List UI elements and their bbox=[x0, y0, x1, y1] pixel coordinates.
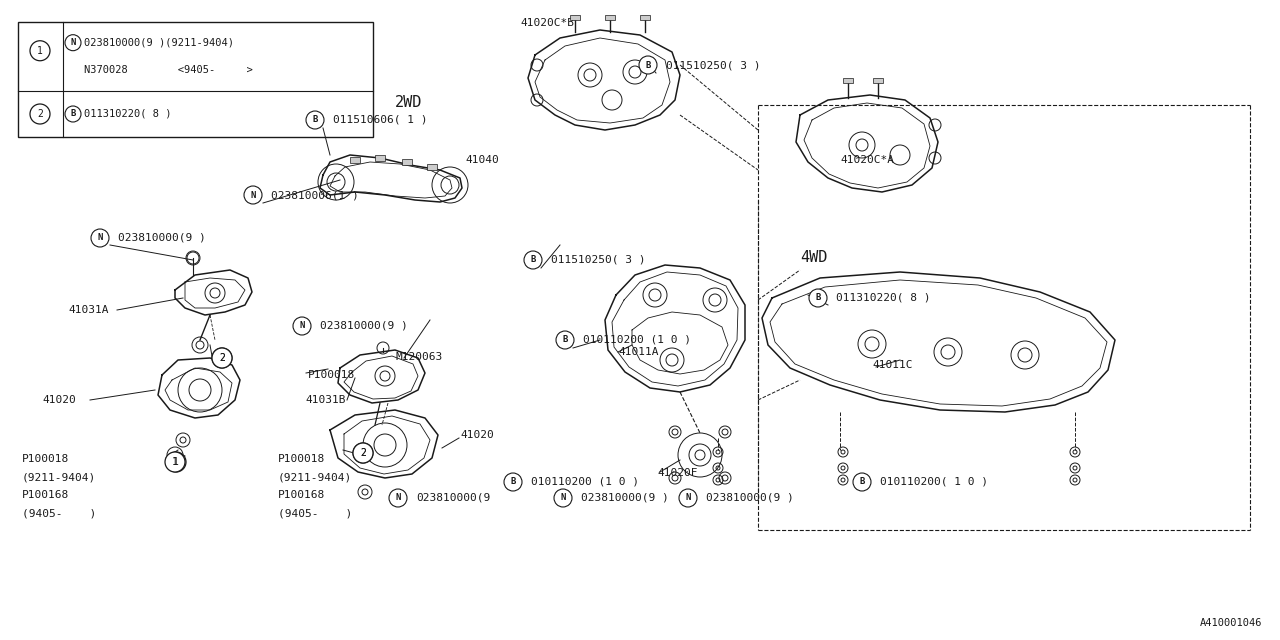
Text: 023810000(9 ): 023810000(9 ) bbox=[707, 493, 794, 503]
Text: 4WD: 4WD bbox=[800, 250, 827, 265]
Text: 2: 2 bbox=[360, 448, 366, 458]
Text: 2: 2 bbox=[219, 353, 225, 363]
Text: N: N bbox=[70, 38, 76, 47]
Text: 1: 1 bbox=[172, 457, 178, 467]
Text: 41020C*B: 41020C*B bbox=[520, 18, 573, 28]
Circle shape bbox=[353, 443, 372, 463]
Text: 011310220( 8 ): 011310220( 8 ) bbox=[84, 109, 172, 119]
Text: 1: 1 bbox=[37, 45, 44, 56]
Text: N: N bbox=[396, 493, 401, 502]
Text: P100168: P100168 bbox=[22, 490, 69, 500]
Text: 023810000(9: 023810000(9 bbox=[416, 493, 490, 503]
Text: 2: 2 bbox=[37, 109, 44, 119]
Text: P100018: P100018 bbox=[22, 454, 69, 464]
Circle shape bbox=[65, 106, 81, 122]
Circle shape bbox=[166, 452, 186, 472]
Text: 023810006(1 ): 023810006(1 ) bbox=[271, 190, 358, 200]
Circle shape bbox=[554, 489, 572, 507]
Text: 023810000(9 ): 023810000(9 ) bbox=[581, 493, 668, 503]
Circle shape bbox=[212, 348, 232, 368]
Text: 41020C*A: 41020C*A bbox=[840, 155, 893, 165]
Circle shape bbox=[556, 331, 573, 349]
Text: 011510606( 1 ): 011510606( 1 ) bbox=[333, 115, 428, 125]
Text: P100018: P100018 bbox=[278, 454, 325, 464]
Bar bbox=[844, 78, 852, 83]
Text: N: N bbox=[251, 191, 256, 200]
Text: A410001046: A410001046 bbox=[1199, 618, 1262, 628]
Bar bbox=[428, 164, 436, 170]
Text: 41011A: 41011A bbox=[618, 347, 658, 357]
Text: 011510250( 3 ): 011510250( 3 ) bbox=[666, 60, 760, 70]
Bar bbox=[640, 15, 650, 20]
Bar bbox=[375, 155, 385, 161]
Text: 023810000(9 ): 023810000(9 ) bbox=[118, 233, 206, 243]
Text: P100018: P100018 bbox=[308, 370, 356, 380]
Text: 41011C: 41011C bbox=[872, 360, 913, 370]
Circle shape bbox=[29, 104, 50, 124]
Bar bbox=[349, 157, 360, 163]
Text: 41020: 41020 bbox=[460, 430, 494, 440]
Circle shape bbox=[244, 186, 262, 204]
Text: N: N bbox=[300, 321, 305, 330]
Circle shape bbox=[504, 473, 522, 491]
Text: 023810000(9 )(9211-9404): 023810000(9 )(9211-9404) bbox=[84, 38, 234, 48]
Circle shape bbox=[293, 317, 311, 335]
Text: B: B bbox=[530, 255, 536, 264]
Text: N: N bbox=[97, 234, 102, 243]
Text: 41040: 41040 bbox=[465, 155, 499, 165]
Bar bbox=[18, 22, 372, 137]
Circle shape bbox=[65, 35, 81, 51]
Circle shape bbox=[165, 452, 186, 472]
Text: P100168: P100168 bbox=[278, 490, 325, 500]
Text: 1: 1 bbox=[173, 457, 179, 467]
Text: N: N bbox=[685, 493, 691, 502]
Text: B: B bbox=[645, 61, 650, 70]
Bar bbox=[873, 78, 883, 83]
Text: B: B bbox=[312, 115, 317, 125]
Circle shape bbox=[91, 229, 109, 247]
Text: B: B bbox=[859, 477, 865, 486]
Circle shape bbox=[353, 443, 372, 463]
Text: N370028        <9405-     >: N370028 <9405- > bbox=[84, 65, 252, 76]
Circle shape bbox=[306, 111, 324, 129]
Text: 2: 2 bbox=[219, 353, 225, 363]
Circle shape bbox=[852, 473, 870, 491]
Text: N: N bbox=[561, 493, 566, 502]
Bar bbox=[402, 159, 412, 165]
Text: 2: 2 bbox=[360, 448, 366, 458]
Circle shape bbox=[212, 348, 232, 368]
Text: B: B bbox=[562, 335, 568, 344]
Text: 41031B: 41031B bbox=[305, 395, 346, 405]
Text: (9211-9404): (9211-9404) bbox=[22, 472, 96, 482]
Text: B: B bbox=[511, 477, 516, 486]
Text: 41020F: 41020F bbox=[657, 468, 698, 478]
Circle shape bbox=[809, 289, 827, 307]
Bar bbox=[570, 15, 580, 20]
Circle shape bbox=[639, 56, 657, 74]
Text: 41031A: 41031A bbox=[68, 305, 109, 315]
Text: 010110200( 1 0 ): 010110200( 1 0 ) bbox=[881, 477, 988, 487]
Text: 41020: 41020 bbox=[42, 395, 76, 405]
Text: B: B bbox=[70, 109, 76, 118]
Text: (9405-    ): (9405- ) bbox=[278, 508, 352, 518]
Text: (9405-    ): (9405- ) bbox=[22, 508, 96, 518]
Circle shape bbox=[29, 41, 50, 61]
Text: (9211-9404): (9211-9404) bbox=[278, 472, 352, 482]
Text: M120063: M120063 bbox=[396, 352, 443, 362]
Text: 2WD: 2WD bbox=[396, 95, 422, 110]
Bar bbox=[605, 15, 614, 20]
Circle shape bbox=[524, 251, 541, 269]
Text: B: B bbox=[815, 294, 820, 303]
Circle shape bbox=[678, 489, 698, 507]
Text: 010110200 (1 0 ): 010110200 (1 0 ) bbox=[582, 335, 691, 345]
Text: 010110200 (1 0 ): 010110200 (1 0 ) bbox=[531, 477, 639, 487]
Text: 023810000(9 ): 023810000(9 ) bbox=[320, 321, 408, 331]
Text: 011310220( 8 ): 011310220( 8 ) bbox=[836, 293, 931, 303]
Text: 011510250( 3 ): 011510250( 3 ) bbox=[550, 255, 645, 265]
Circle shape bbox=[389, 489, 407, 507]
